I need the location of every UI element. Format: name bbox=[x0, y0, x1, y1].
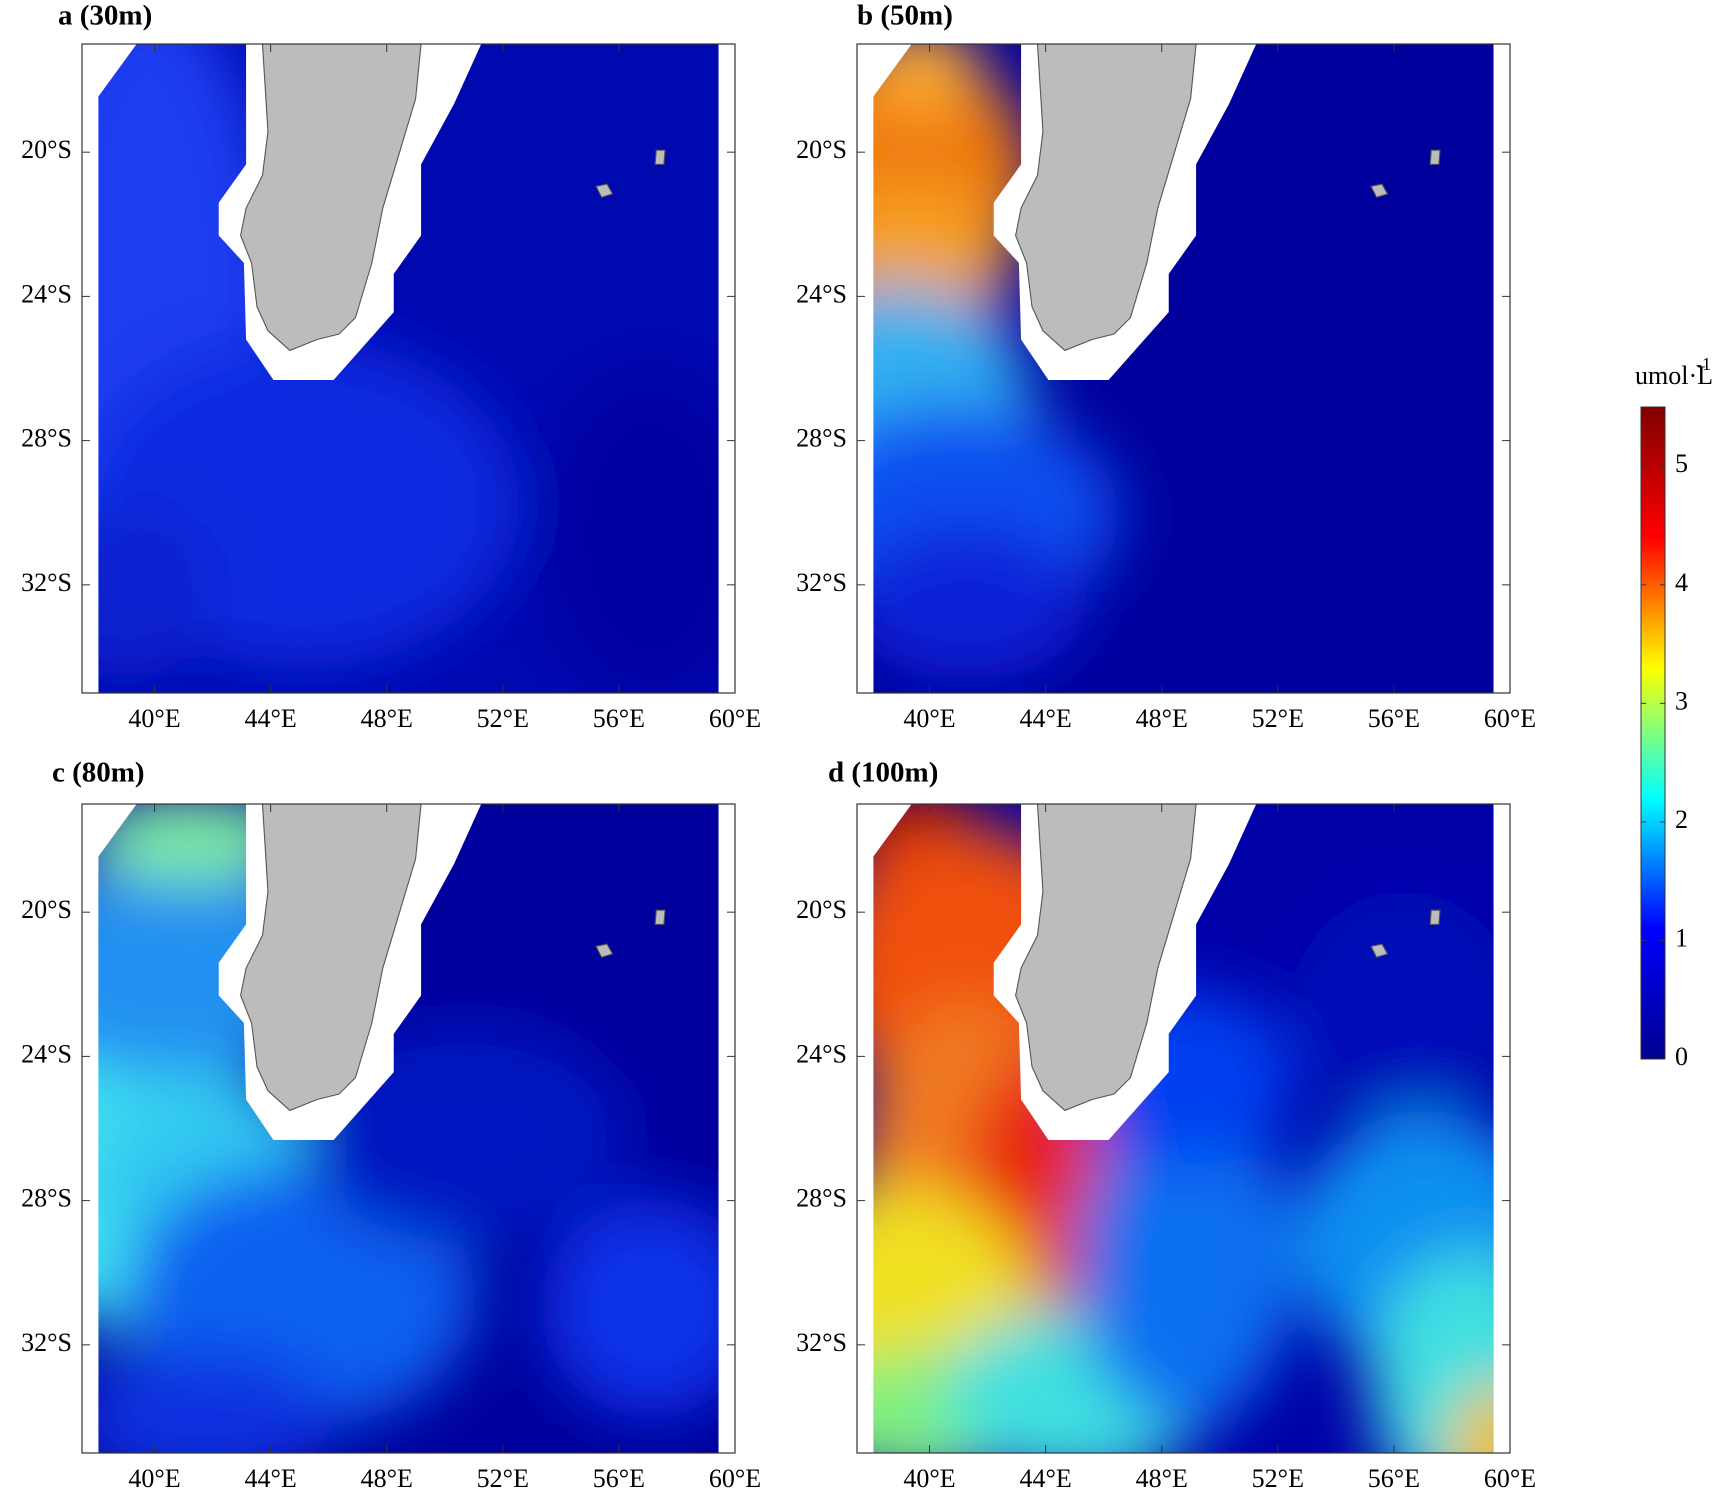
y-tick-label: 20°S bbox=[796, 895, 847, 924]
field-blob bbox=[1075, 1099, 1295, 1428]
x-tick-label: 56°E bbox=[593, 1464, 645, 1491]
x-tick-label: 60°E bbox=[1484, 704, 1536, 733]
y-tick-label: 24°S bbox=[21, 1039, 72, 1068]
x-tick-label: 48°E bbox=[1136, 704, 1188, 733]
corner-mask bbox=[857, 804, 912, 857]
axes-box bbox=[81, 43, 736, 694]
x-tick-label: 60°E bbox=[1484, 1464, 1536, 1491]
x-tick-label: 56°E bbox=[1368, 1464, 1420, 1491]
x-tick-label: 52°E bbox=[1252, 704, 1304, 733]
axes-box bbox=[81, 803, 736, 1454]
island bbox=[1370, 183, 1389, 198]
x-tick-label: 56°E bbox=[1368, 704, 1420, 733]
x-tick-label: 44°E bbox=[1020, 704, 1072, 733]
y-tick-label: 20°S bbox=[796, 135, 847, 164]
colorbar-tick-label: 2 bbox=[1675, 805, 1688, 834]
panel-title: b (50m) bbox=[857, 0, 953, 32]
y-tick-label: 20°S bbox=[21, 135, 72, 164]
y-tick-label: 20°S bbox=[21, 895, 72, 924]
x-tick-label: 44°E bbox=[245, 1464, 297, 1491]
colorbar-unit-exponent: -1 bbox=[1696, 354, 1711, 374]
x-tick-label: 52°E bbox=[1252, 1464, 1304, 1491]
colorbar-unit: umol·L bbox=[1635, 361, 1713, 390]
x-tick-label: 48°E bbox=[361, 704, 413, 733]
madagascar bbox=[240, 43, 422, 352]
colorbar bbox=[1640, 406, 1666, 1060]
field-blob bbox=[1371, 1252, 1494, 1454]
y-tick-label: 28°S bbox=[796, 424, 847, 453]
field-blob bbox=[98, 503, 214, 679]
axes-box bbox=[856, 803, 1511, 1454]
x-tick-label: 40°E bbox=[903, 704, 955, 733]
island bbox=[1429, 149, 1441, 165]
island bbox=[1370, 943, 1389, 958]
corner-mask bbox=[82, 804, 137, 857]
y-tick-label: 24°S bbox=[796, 279, 847, 308]
field-blob bbox=[541, 372, 719, 694]
colorbar-tick-label: 3 bbox=[1675, 686, 1688, 715]
panel-title: a (30m) bbox=[58, 0, 152, 32]
y-tick-label: 28°S bbox=[796, 1184, 847, 1213]
field-blob bbox=[1294, 891, 1494, 1111]
y-tick-label: 24°S bbox=[21, 279, 72, 308]
y-tick-label: 24°S bbox=[796, 1039, 847, 1068]
x-tick-label: 48°E bbox=[361, 1464, 413, 1491]
axes-box bbox=[856, 43, 1511, 694]
field-blob bbox=[541, 1198, 719, 1417]
x-tick-label: 48°E bbox=[1136, 1464, 1188, 1491]
y-tick-label: 32°S bbox=[796, 1328, 847, 1357]
island bbox=[595, 183, 614, 198]
panel-title: c (80m) bbox=[52, 757, 145, 789]
x-tick-label: 56°E bbox=[593, 704, 645, 733]
x-tick-label: 60°E bbox=[709, 1464, 761, 1491]
island bbox=[1429, 909, 1441, 925]
map-field bbox=[82, 43, 719, 694]
y-tick-label: 32°S bbox=[796, 568, 847, 597]
y-tick-label: 28°S bbox=[21, 424, 72, 453]
map-field bbox=[857, 803, 1494, 1454]
map-field bbox=[82, 803, 719, 1454]
corner-mask bbox=[82, 44, 137, 97]
colorbar-tick-label: 5 bbox=[1675, 449, 1688, 478]
panel-title: d (100m) bbox=[828, 757, 938, 789]
field-blobs bbox=[98, 804, 719, 1454]
field-blob bbox=[873, 525, 1087, 679]
colorbar-tick-label: 0 bbox=[1675, 1042, 1688, 1071]
field-blobs bbox=[98, 44, 719, 694]
x-tick-label: 52°E bbox=[477, 1464, 529, 1491]
x-tick-label: 40°E bbox=[903, 1464, 955, 1491]
madagascar bbox=[1015, 43, 1197, 352]
corner-mask bbox=[857, 44, 912, 97]
y-tick-label: 32°S bbox=[21, 1328, 72, 1357]
colorbar-tick-label: 4 bbox=[1675, 568, 1688, 597]
madagascar bbox=[240, 803, 422, 1112]
field-blob bbox=[98, 1351, 334, 1454]
colorbar-tick-label: 1 bbox=[1675, 923, 1688, 952]
y-tick-label: 28°S bbox=[21, 1184, 72, 1213]
x-tick-label: 60°E bbox=[709, 704, 761, 733]
x-tick-label: 44°E bbox=[1020, 1464, 1072, 1491]
map-field bbox=[857, 43, 1494, 693]
x-tick-label: 40°E bbox=[128, 1464, 180, 1491]
y-tick-label: 32°S bbox=[21, 568, 72, 597]
madagascar bbox=[1015, 803, 1197, 1112]
x-tick-label: 44°E bbox=[245, 704, 297, 733]
island bbox=[595, 943, 614, 958]
field-blobs bbox=[873, 44, 1120, 679]
x-tick-label: 40°E bbox=[128, 704, 180, 733]
island bbox=[654, 909, 666, 925]
field-blob bbox=[1447, 1384, 1494, 1454]
x-tick-label: 52°E bbox=[477, 704, 529, 733]
island bbox=[654, 149, 666, 165]
